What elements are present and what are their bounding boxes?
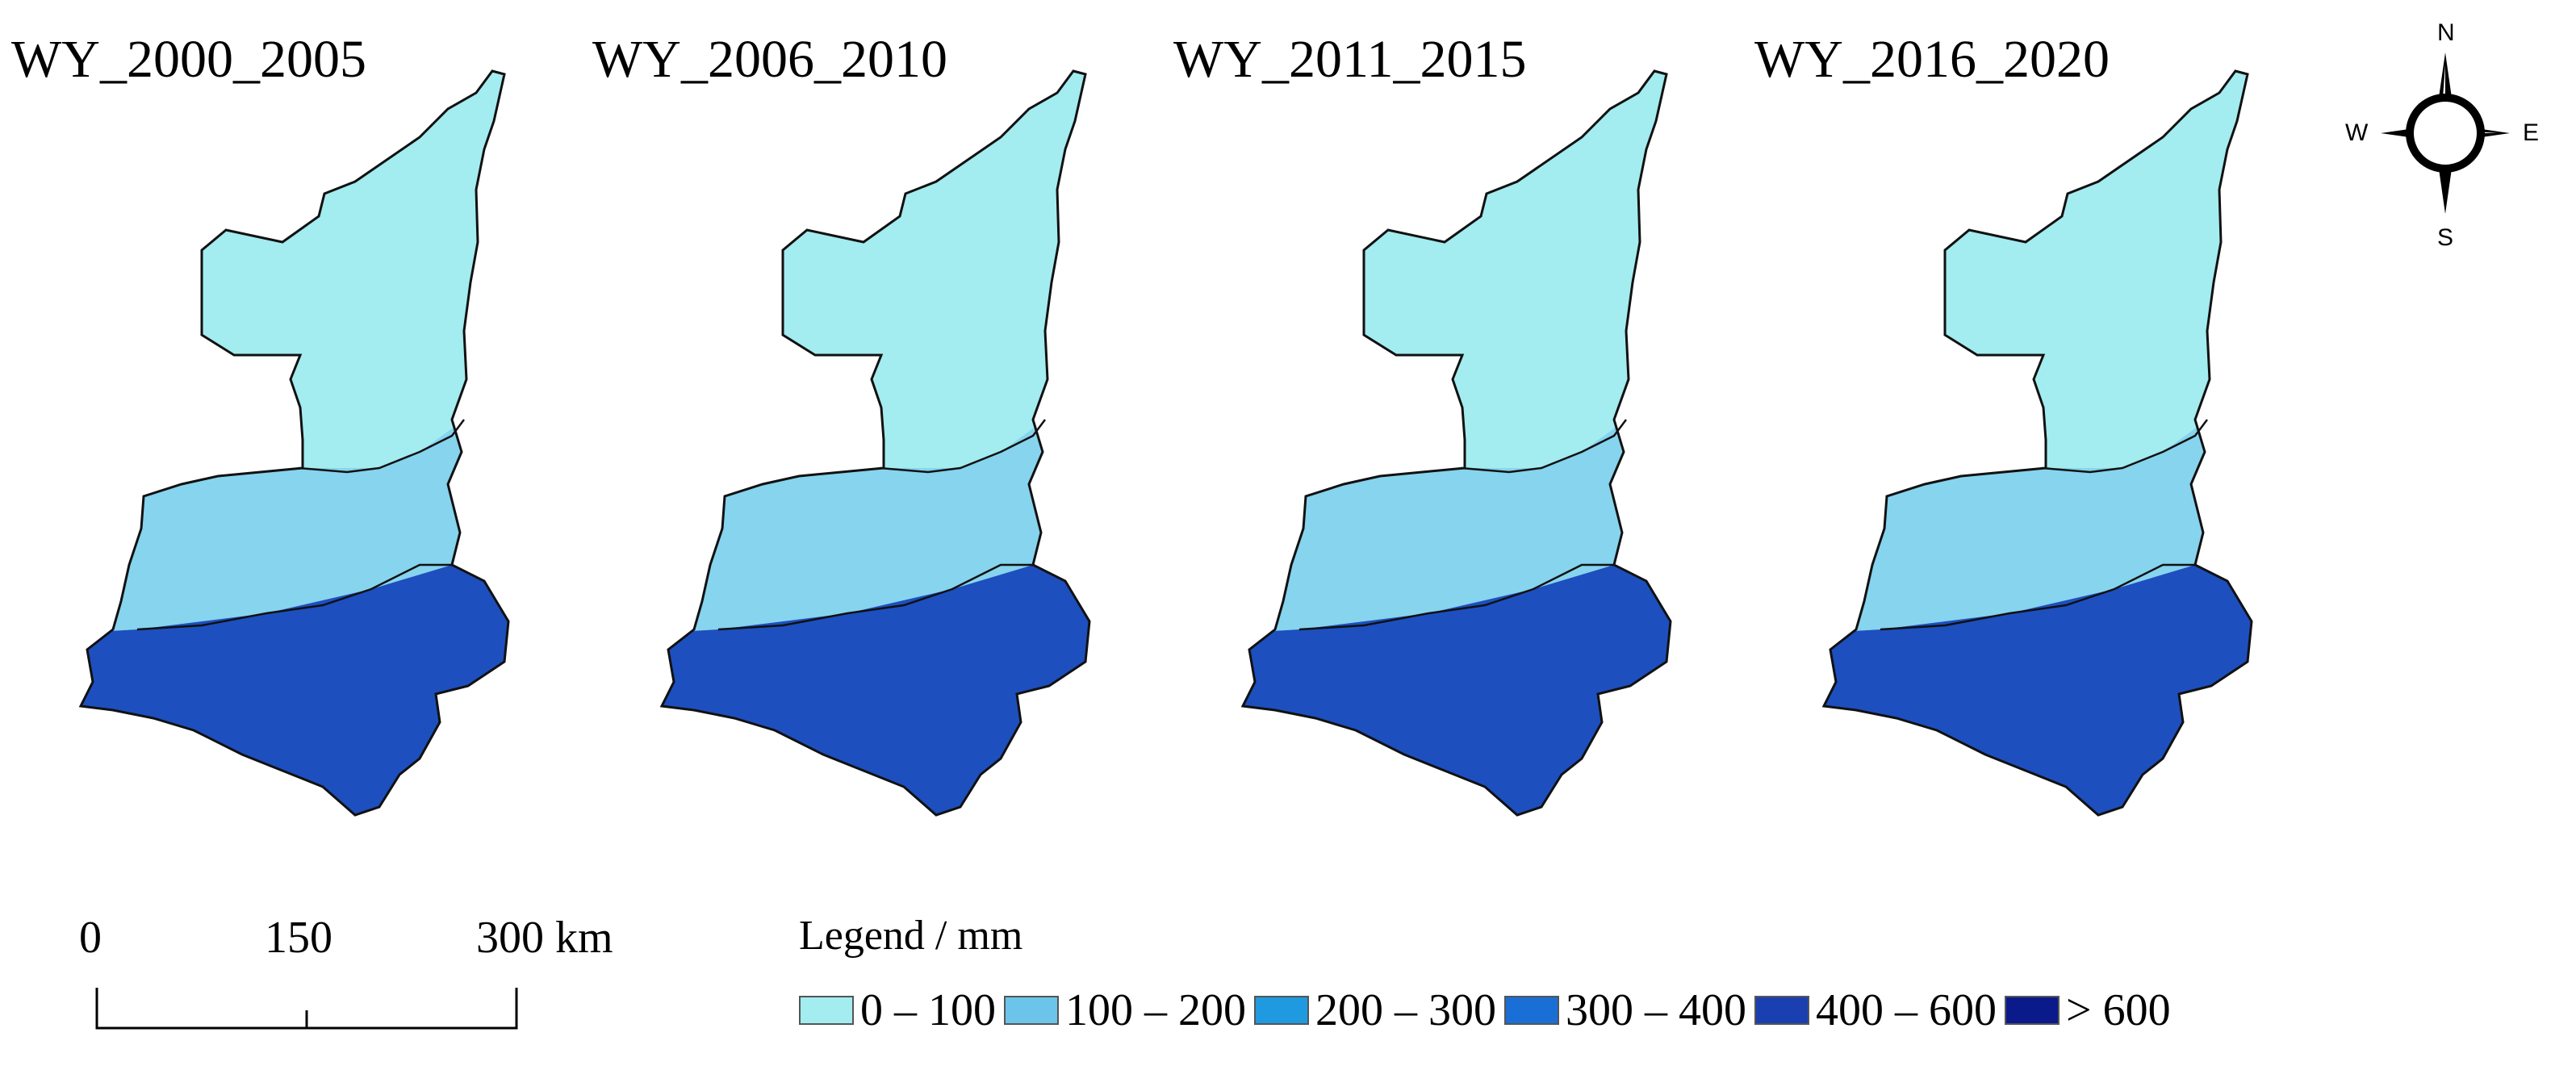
scale-label-300: 300 km bbox=[476, 913, 613, 963]
zone-boundary-south bbox=[1880, 563, 2195, 631]
compass-icon bbox=[2381, 52, 2510, 214]
legend-swatch bbox=[1254, 996, 1309, 1025]
legend-item: > 600 bbox=[2005, 984, 2171, 1036]
zone-boundary-south bbox=[1298, 563, 1614, 631]
scale-label-0: 0 bbox=[79, 913, 102, 963]
legend-label: 300 – 400 bbox=[1566, 985, 1746, 1035]
region-map bbox=[1240, 69, 1672, 817]
zone-boundary-south bbox=[717, 563, 1033, 631]
legend-label: 100 – 200 bbox=[1065, 985, 1246, 1035]
compass-south-label: S bbox=[2437, 224, 2454, 251]
map-panel-2006-2010: WY_2006_2010 bbox=[581, 0, 1146, 855]
zone-boundary-north bbox=[298, 419, 465, 474]
region-map bbox=[78, 69, 510, 817]
zone-boundary-north bbox=[1460, 419, 1627, 474]
compass-east-label: E bbox=[2523, 119, 2540, 146]
map-panel-2011-2015: WY_2011_2015 bbox=[1162, 0, 1727, 855]
legend-swatch bbox=[1754, 996, 1809, 1025]
legend-label: 400 – 600 bbox=[1816, 985, 1997, 1035]
scale-bar-line bbox=[95, 988, 518, 1030]
zone-middle bbox=[662, 420, 1089, 638]
panel-title: WY_2006_2010 bbox=[592, 30, 947, 89]
zone-middle bbox=[81, 420, 508, 638]
legend-item: 200 – 300 bbox=[1254, 984, 1496, 1036]
legend: Legend / mm 0 – 100 100 – 200 200 – 300 … bbox=[799, 912, 2413, 1049]
map-panel-2000-2005: WY_2000_2005 bbox=[0, 0, 565, 855]
legend-item: 100 – 200 bbox=[1004, 984, 1246, 1036]
legend-title: Legend / mm bbox=[799, 913, 1023, 959]
region-outline bbox=[1821, 69, 2253, 817]
region-map bbox=[1821, 69, 2253, 817]
panel-title: WY_2000_2005 bbox=[11, 30, 366, 89]
zone-boundary-north bbox=[879, 419, 1046, 474]
zone-middle bbox=[1243, 420, 1671, 638]
zone-middle bbox=[1824, 420, 2252, 638]
region-outline bbox=[1240, 69, 1672, 817]
region-map bbox=[659, 69, 1091, 817]
legend-item: 400 – 600 bbox=[1754, 984, 1997, 1036]
map-panel-2016-2020: WY_2016_2020 bbox=[1743, 0, 2308, 855]
legend-label: > 600 bbox=[2066, 985, 2171, 1035]
zone-boundary-north bbox=[2041, 419, 2208, 474]
legend-swatch bbox=[1004, 996, 1059, 1025]
legend-items: 0 – 100 100 – 200 200 – 300 300 – 400 40… bbox=[799, 984, 2179, 1036]
legend-label: 200 – 300 bbox=[1315, 985, 1496, 1035]
scale-bar: 0 150 300 km bbox=[73, 912, 638, 1041]
panel-title: WY_2011_2015 bbox=[1173, 30, 1527, 89]
compass-rose: N S E W bbox=[2324, 8, 2566, 258]
legend-item: 300 – 400 bbox=[1504, 984, 1746, 1036]
legend-label: 0 – 100 bbox=[860, 985, 996, 1035]
legend-swatch bbox=[2005, 996, 2060, 1025]
legend-swatch bbox=[799, 996, 854, 1025]
legend-item: 0 – 100 bbox=[799, 984, 996, 1036]
legend-swatch bbox=[1504, 996, 1559, 1025]
region-outline bbox=[78, 69, 510, 817]
zone-boundary-south bbox=[136, 563, 452, 631]
compass-west-label: W bbox=[2345, 119, 2369, 146]
compass-north-label: N bbox=[2437, 19, 2455, 46]
region-outline bbox=[659, 69, 1091, 817]
panel-title: WY_2016_2020 bbox=[1754, 30, 2110, 89]
scale-label-150: 150 bbox=[265, 913, 332, 963]
